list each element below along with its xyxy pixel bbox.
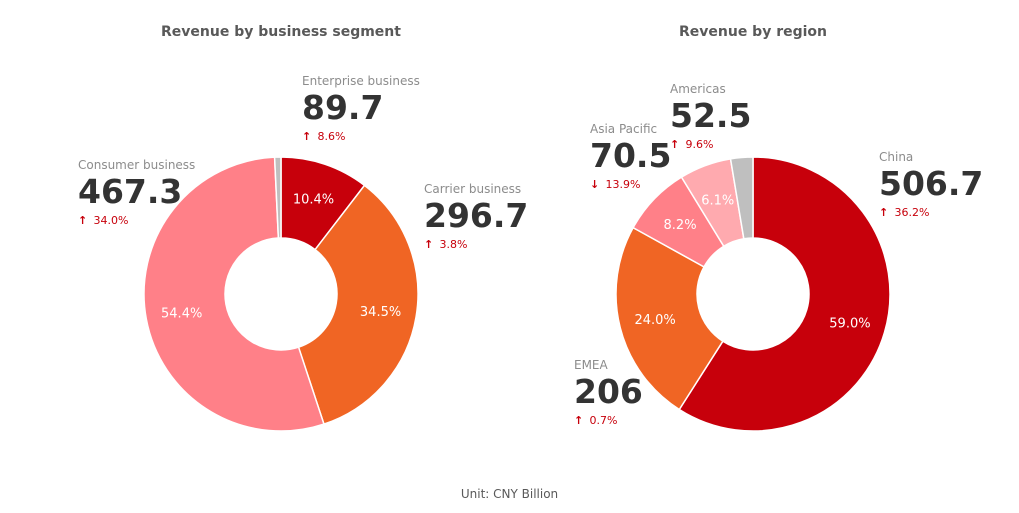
change-text: 13.9% xyxy=(602,178,641,191)
callout-label: Enterprise business xyxy=(302,74,420,88)
callout-label: Americas xyxy=(670,82,726,96)
callout-change: ↑ 34.0% xyxy=(78,214,195,228)
callout-consumer-business: Consumer business 467.3 ↑ 34.0% xyxy=(78,158,195,228)
callout-enterprise-business: Enterprise business 89.7 ↑ 8.6% xyxy=(302,74,420,144)
callout-value: 89.7 xyxy=(302,88,384,127)
slice-0-other xyxy=(273,156,282,239)
callout-label: Carrier business xyxy=(424,182,522,196)
callout-label: China xyxy=(879,150,914,164)
callout-label: Asia Pacific xyxy=(590,122,658,136)
callout-change: ↑ 0.7% xyxy=(574,414,643,428)
callout-carrier-business: Carrier business 296.7 ↑ 3.8% xyxy=(424,182,528,252)
chart-title-segment: Revenue by business segment xyxy=(161,24,401,40)
change-text: 36.2% xyxy=(891,206,930,219)
percent-label-0-consumer-business: 54.4% xyxy=(161,306,202,321)
change-text: 34.0% xyxy=(90,214,129,227)
chart-title-region: Revenue by region xyxy=(678,24,828,40)
change-text: 3.8% xyxy=(436,238,468,251)
callout-china: China 506.7 ↑ 36.2% xyxy=(879,150,983,220)
arrow-up-icon: ↑ xyxy=(670,138,680,151)
percent-label-1-china: 59.0% xyxy=(829,316,870,331)
callout-change: ↑ 9.6% xyxy=(670,138,751,152)
callout-value: 70.5 xyxy=(590,136,672,175)
arrow-up-icon: ↑ xyxy=(424,238,434,251)
arrow-up-icon: ↑ xyxy=(574,414,584,427)
percent-label-1-emea: 24.0% xyxy=(634,313,675,328)
slice-0-consumer-business xyxy=(143,156,325,432)
callout-asia-pacific: Asia Pacific 70.5 ↓ 13.9% xyxy=(590,122,671,192)
slice-1-china xyxy=(678,156,891,432)
change-text: 9.6% xyxy=(682,138,714,151)
callout-label: EMEA xyxy=(574,358,608,372)
callout-change: ↑ 3.8% xyxy=(424,238,528,252)
change-text: 8.6% xyxy=(314,130,346,143)
arrow-up-icon: ↑ xyxy=(78,214,88,227)
callout-value: 467.3 xyxy=(78,172,183,211)
percent-label-1-americas: 6.1% xyxy=(701,193,734,208)
change-text: 0.7% xyxy=(586,414,618,427)
callout-value: 52.5 xyxy=(670,96,752,135)
percent-label-0-carrier-business: 34.5% xyxy=(360,305,401,320)
slice-1-other xyxy=(729,156,754,240)
callout-value: 506.7 xyxy=(879,164,984,203)
callout-change: ↑ 8.6% xyxy=(302,130,420,144)
arrow-up-icon: ↑ xyxy=(879,206,889,219)
callout-change: ↓ 13.9% xyxy=(590,178,671,192)
callout-emea: EMEA 206 ↑ 0.7% xyxy=(574,358,643,428)
callout-value: 296.7 xyxy=(424,196,529,235)
unit-footer: Unit: CNY Billion xyxy=(460,487,559,501)
callout-americas: Americas 52.5 ↑ 9.6% xyxy=(670,82,751,152)
slice-1-emea xyxy=(615,226,724,411)
arrow-down-icon: ↓ xyxy=(590,178,600,191)
slice-0-carrier-business xyxy=(297,184,419,426)
arrow-up-icon: ↑ xyxy=(302,130,312,143)
callout-label: Consumer business xyxy=(78,158,196,172)
percent-label-1-asia-pacific: 8.2% xyxy=(664,218,697,233)
callout-change: ↑ 36.2% xyxy=(879,206,983,220)
percent-label-0-enterprise-business: 10.4% xyxy=(293,192,334,207)
callout-value: 206 xyxy=(574,372,643,411)
